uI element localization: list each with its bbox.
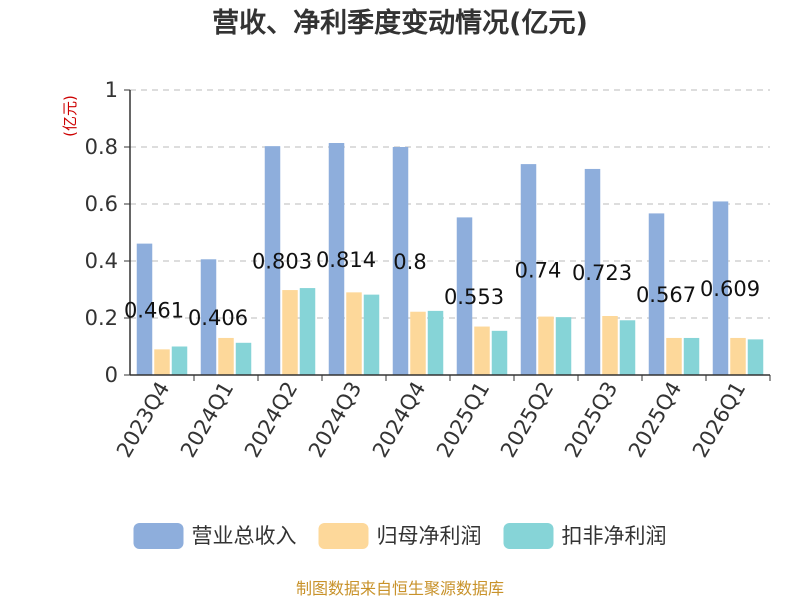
legend-label: 扣非净利润 bbox=[562, 524, 667, 548]
legend[interactable]: 营业总收入 归母净利润 扣非净利润 bbox=[133, 523, 667, 549]
bar-2024Q3-0 bbox=[328, 143, 345, 375]
x-tick-label: 2024Q2 bbox=[240, 378, 302, 462]
legend-item-0[interactable]: 营业总收入 bbox=[133, 523, 297, 549]
bar-2025Q3-0 bbox=[584, 168, 601, 375]
data-label: 0.461 bbox=[124, 298, 184, 322]
x-tick-label: 2024Q4 bbox=[368, 378, 430, 462]
bar-2024Q2-0 bbox=[264, 146, 281, 375]
y-tick-label: 0 bbox=[105, 363, 118, 387]
bar-2026Q1-2 bbox=[747, 339, 764, 375]
bar-2025Q3-2 bbox=[619, 320, 636, 375]
bar-2024Q4-1 bbox=[410, 311, 426, 375]
bar-2024Q3-2 bbox=[363, 294, 380, 375]
bar-2023Q4-1 bbox=[154, 349, 170, 375]
bar-2024Q4-0 bbox=[392, 147, 409, 375]
bar-2024Q1-0 bbox=[200, 259, 217, 375]
legend-swatch bbox=[318, 523, 369, 549]
bar-2025Q4-1 bbox=[666, 337, 682, 375]
bar-2026Q1-0 bbox=[712, 201, 729, 375]
legend-swatch bbox=[133, 523, 184, 549]
x-tick-label: 2026Q1 bbox=[688, 378, 750, 462]
data-label: 0.553 bbox=[444, 285, 504, 309]
bar-2024Q2-1 bbox=[282, 290, 298, 375]
data-labels: 0.461 0.406 0.803 0.814 0.8 0.553 0.74 0.7230.5… bbox=[124, 248, 760, 330]
x-tick-label: 2025Q4 bbox=[624, 378, 686, 462]
y-tick-label: 0.8 bbox=[85, 135, 118, 159]
axes bbox=[124, 89, 771, 381]
bar-2025Q1-0 bbox=[456, 217, 473, 375]
y-tick-label: 1 bbox=[105, 78, 118, 102]
data-label: 0.406 bbox=[188, 306, 248, 330]
x-tick-label: 2024Q1 bbox=[176, 378, 238, 462]
x-tick-labels: 2023Q4 2024Q1 2024Q2 2024Q3 2024Q4 2025Q1 2025… bbox=[112, 378, 750, 462]
data-label: 0.8 bbox=[393, 250, 426, 274]
bar-2025Q2-1 bbox=[538, 316, 554, 375]
x-tick-label: 2024Q3 bbox=[304, 378, 366, 462]
bar-2024Q4-2 bbox=[427, 310, 444, 375]
x-tick-label: 2023Q4 bbox=[112, 378, 174, 462]
legend-item-2[interactable]: 扣非净利润 bbox=[503, 523, 667, 549]
data-label: 0.803 bbox=[252, 250, 312, 274]
y-tick-label: 0.4 bbox=[85, 249, 118, 273]
bar-2026Q1-1 bbox=[730, 337, 746, 375]
source-note: 制图数据来自恒生聚源数据库 bbox=[296, 579, 504, 598]
bar-2025Q2-2 bbox=[555, 317, 572, 375]
bar-2023Q4-0 bbox=[136, 243, 153, 375]
y-tick-label: 0.2 bbox=[85, 306, 118, 330]
x-tick-label: 2025Q3 bbox=[560, 378, 622, 462]
bar-2024Q2-2 bbox=[299, 288, 316, 375]
bar-2025Q1-2 bbox=[491, 330, 508, 375]
bar-2024Q1-2 bbox=[235, 342, 252, 375]
x-tick-label: 2025Q2 bbox=[496, 378, 558, 462]
data-label: 0.723 bbox=[572, 261, 632, 285]
bar-2025Q1-1 bbox=[474, 326, 490, 375]
data-label: 0.567 bbox=[636, 283, 696, 307]
data-label: 0.814 bbox=[316, 248, 376, 272]
bars bbox=[136, 143, 764, 375]
bar-2024Q1-1 bbox=[218, 337, 234, 375]
bar-2023Q4-2 bbox=[171, 346, 188, 375]
y-axis-label: (亿元) bbox=[61, 95, 79, 137]
bar-2024Q3-1 bbox=[346, 292, 362, 375]
chart-title: 营收、净利季度变动情况(亿元) bbox=[212, 7, 588, 39]
x-tick-label: 2025Q1 bbox=[432, 378, 494, 462]
bar-2025Q3-1 bbox=[602, 316, 618, 375]
legend-swatch bbox=[503, 523, 554, 549]
data-label: 0.609 bbox=[700, 277, 760, 301]
data-label: 0.74 bbox=[515, 259, 562, 283]
legend-label: 营业总收入 bbox=[192, 524, 297, 548]
legend-label: 归母净利润 bbox=[377, 524, 482, 548]
bar-2025Q4-0 bbox=[648, 213, 665, 375]
bar-2025Q4-2 bbox=[683, 337, 700, 375]
y-tick-label: 0.6 bbox=[85, 192, 118, 216]
bar-2025Q2-0 bbox=[520, 164, 537, 375]
y-tick-labels: 0 0.2 0.4 0.6 0.8 1 bbox=[85, 78, 118, 387]
legend-item-1[interactable]: 归母净利润 bbox=[318, 523, 482, 549]
